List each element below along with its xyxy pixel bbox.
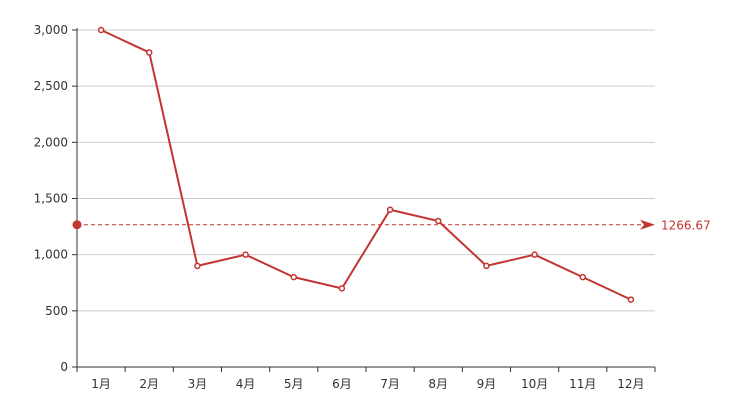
y-tick-label: 2,500: [34, 79, 68, 93]
axes: 0 500 1,000 1,500 2,000 2,500 3,000 1月 2月 3月 4月 5月 6…: [34, 23, 656, 391]
y-tick-label: 0: [60, 360, 68, 374]
x-tick-label: 4月: [236, 377, 256, 391]
average-line-arrow: [640, 219, 655, 230]
x-tick-label: 2月: [139, 377, 159, 391]
data-point: [338, 285, 346, 292]
data-point: [483, 262, 490, 270]
data-point: [194, 262, 201, 270]
x-tick-label: 3月: [188, 377, 208, 391]
y-tick-label: 3,000: [34, 23, 68, 37]
average-marker: 1266.67: [72, 219, 711, 233]
data-point: [531, 251, 538, 258]
data-point: [290, 273, 297, 281]
y-tick-label: 1,500: [34, 192, 68, 206]
data-point: [579, 273, 586, 281]
y-tick-label: 500: [45, 304, 68, 318]
x-tick-label: 7月: [380, 377, 400, 391]
data-point: [435, 217, 442, 225]
x-tick-label: 9月: [477, 377, 497, 391]
y-tick-label: 2,000: [34, 135, 68, 149]
x-tick-label: 5月: [284, 377, 304, 391]
x-tick-label: 11月: [569, 377, 596, 391]
y-tick-label: 1,000: [34, 248, 68, 262]
x-tick-label: 8月: [428, 377, 448, 391]
x-tick-label: 10月: [521, 377, 548, 391]
x-tick-label: 6月: [332, 377, 352, 391]
average-line-start-dot: [72, 220, 82, 230]
data-point: [146, 49, 153, 56]
x-tick-label: 1月: [91, 377, 111, 391]
data-point: [242, 251, 249, 258]
series-line: [100, 29, 632, 301]
average-line-label: 1266.67: [661, 219, 711, 233]
x-tick-label: 12月: [617, 377, 644, 391]
series-layer: [97, 26, 635, 303]
data-point: [97, 26, 105, 34]
data-point: [627, 296, 635, 303]
grid-lines: [77, 29, 655, 312]
data-point: [386, 206, 394, 213]
